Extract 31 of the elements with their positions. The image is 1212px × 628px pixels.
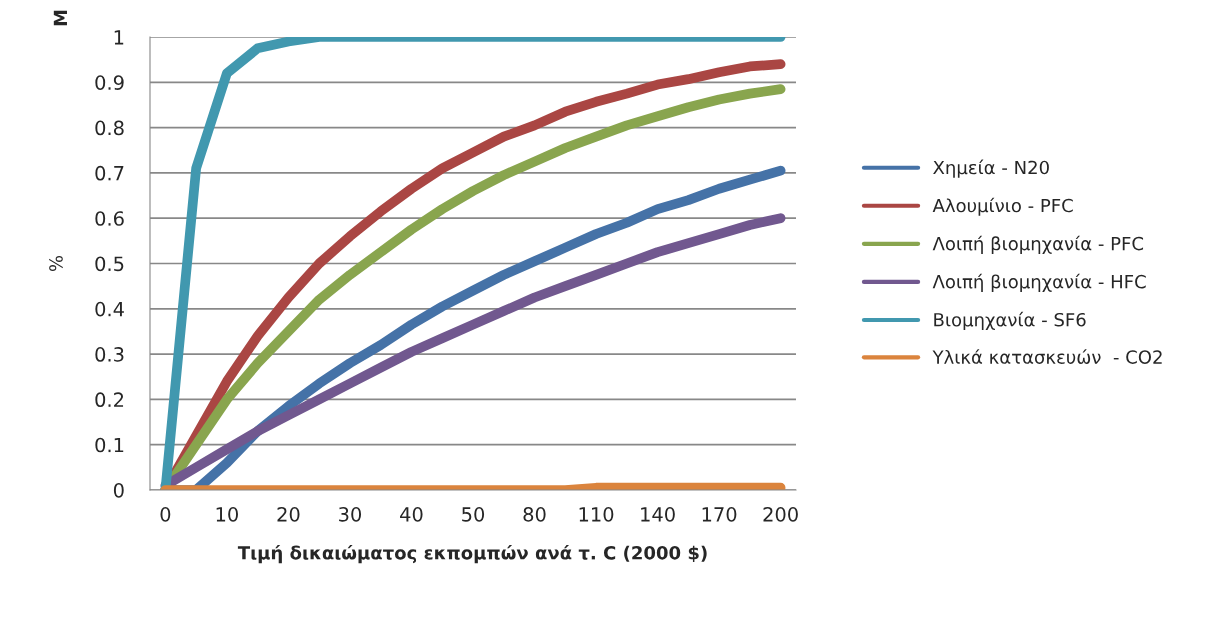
y-tick-label: 0.1 [95,437,124,453]
y-tick-label: 0.2 [95,392,124,408]
x-tick-label: 140 [641,507,675,522]
x-tick-label: 50 [462,507,485,522]
y-tick-label: 0.4 [95,301,124,317]
text: M [53,10,67,26]
x-tick-label: 20 [277,507,300,522]
y-axis-title: % [49,255,63,272]
legend-label: Λοιπή βιομηχανία - HFC [932,273,1146,292]
y-tick-label: 0.9 [95,75,124,90]
legend-label: Υλικά κατασκευών - CO2 [932,349,1162,364]
y-tick-label: 1 [114,30,124,45]
legend-label: Βιομηχανία - SF6 [934,311,1086,331]
x-tick-label: 170 [702,507,737,522]
legend-label: Χημεία - N20 [933,159,1049,178]
y-tick-label: 0.6 [95,211,124,226]
y-tick-label: 0.7 [95,165,124,181]
x-tick-label: 80 [523,507,546,522]
legend-label: Λοιπή βιομηχανία - PFC [932,235,1144,254]
y-tick-label: 0 [113,482,124,498]
x-axis-title: Τιμή δικαιώματος εκπομπών ανά τ. C (2000 $) [237,544,707,564]
x-tick-label: 200 [763,507,798,522]
x-tick-label: 110 [579,507,614,522]
y-tick-label: 0.8 [95,120,124,136]
x-tick-label: 40 [400,507,423,522]
legend-label: Αλουμίνιο - PFC [932,197,1073,216]
y-tick-label: 0.5 [95,256,124,272]
x-tick-label: 0 [160,507,171,522]
x-tick-label: 30 [339,507,362,522]
x-tick-label: 10 [216,507,238,522]
y-tick-label: 0.3 [95,347,124,362]
